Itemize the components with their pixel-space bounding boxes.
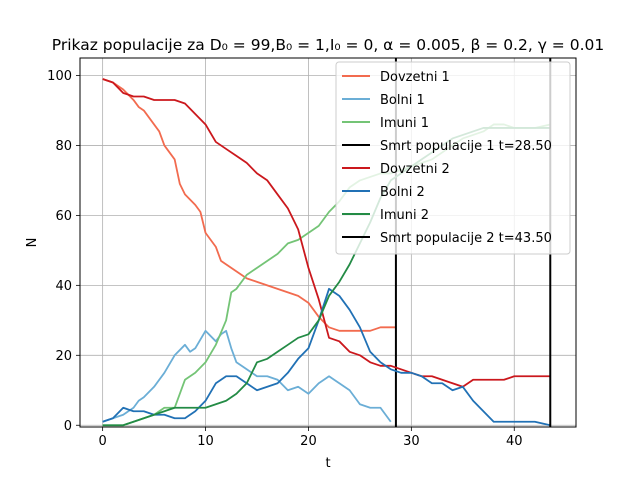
legend-label: Bolni 1: [380, 93, 425, 108]
x-tick-label: 20: [300, 434, 317, 449]
axis-ticks: 0 10 20 30 40 0 20 40 60 80 100: [47, 69, 522, 449]
legend-label: Imuni 1: [380, 116, 429, 131]
legend: Dovzetni 1 Bolni 1 Imuni 1 Smrt populacije …: [335, 61, 571, 255]
legend-box: [335, 61, 571, 255]
series-6-line: [102, 287, 551, 427]
x-tick-label: 10: [197, 434, 214, 449]
y-tick-label: 60: [55, 209, 72, 224]
y-tick-label: 0: [64, 419, 72, 434]
legend-label: Bolni 2: [380, 185, 425, 200]
x-tick-label: 0: [98, 434, 106, 449]
y-tick-label: 20: [55, 349, 72, 364]
legend-label: Dovzetni 1: [380, 70, 450, 85]
legend-label: Smrt populacije 2 t=43.50: [380, 231, 552, 246]
chart-title: Prikaz populacije za D₀ = 99,B₀ = 1,I₀ =…: [52, 36, 604, 54]
y-tick-label: 80: [55, 139, 72, 154]
y-axis-label: N: [25, 238, 40, 248]
legend-label: Smrt populacije 1 t=28.50: [380, 139, 552, 154]
plot-frame: [79, 57, 577, 428]
y-tick-label: 40: [55, 279, 72, 294]
series-5-line: [102, 78, 551, 388]
legend-label: Dovzetni 2: [380, 162, 450, 177]
series-2-line: [102, 329, 392, 423]
x-tick-label: 30: [403, 434, 420, 449]
x-tick-label: 40: [506, 434, 523, 449]
y-tick-label: 100: [47, 69, 72, 84]
legend-label: Imuni 2: [380, 208, 429, 223]
x-axis-label: t: [325, 456, 330, 471]
series-1-line: [102, 78, 396, 332]
